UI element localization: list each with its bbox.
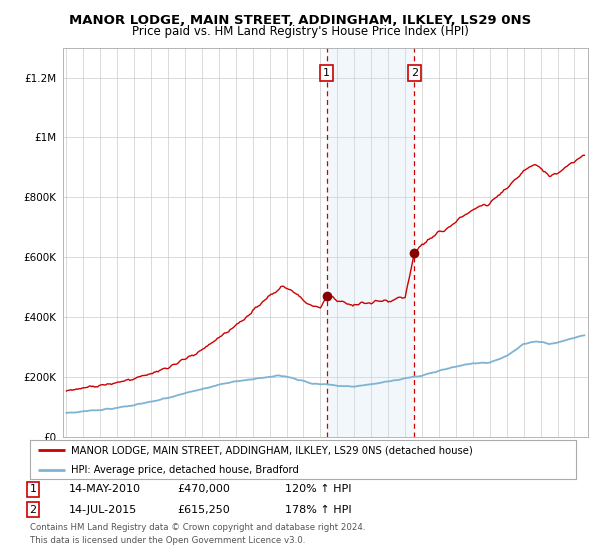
Text: Contains HM Land Registry data © Crown copyright and database right 2024.: Contains HM Land Registry data © Crown c… (30, 523, 365, 532)
Text: MANOR LODGE, MAIN STREET, ADDINGHAM, ILKLEY, LS29 0NS (detached house): MANOR LODGE, MAIN STREET, ADDINGHAM, ILK… (71, 445, 473, 455)
Text: 2: 2 (29, 505, 37, 515)
Text: 1: 1 (323, 68, 330, 78)
Text: £470,000: £470,000 (177, 484, 230, 494)
Text: 14-MAY-2010: 14-MAY-2010 (69, 484, 141, 494)
Text: 120% ↑ HPI: 120% ↑ HPI (285, 484, 352, 494)
Bar (326, 48, 414, 437)
Text: Price paid vs. HM Land Registry's House Price Index (HPI): Price paid vs. HM Land Registry's House … (131, 25, 469, 38)
Text: 1: 1 (29, 484, 37, 494)
Text: This data is licensed under the Open Government Licence v3.0.: This data is licensed under the Open Gov… (30, 536, 305, 545)
Text: 14-JUL-2015: 14-JUL-2015 (69, 505, 137, 515)
Text: HPI: Average price, detached house, Bradford: HPI: Average price, detached house, Brad… (71, 465, 299, 475)
Text: 178% ↑ HPI: 178% ↑ HPI (285, 505, 352, 515)
Text: 2: 2 (410, 68, 418, 78)
Text: MANOR LODGE, MAIN STREET, ADDINGHAM, ILKLEY, LS29 0NS: MANOR LODGE, MAIN STREET, ADDINGHAM, ILK… (69, 14, 531, 27)
Text: £615,250: £615,250 (177, 505, 230, 515)
